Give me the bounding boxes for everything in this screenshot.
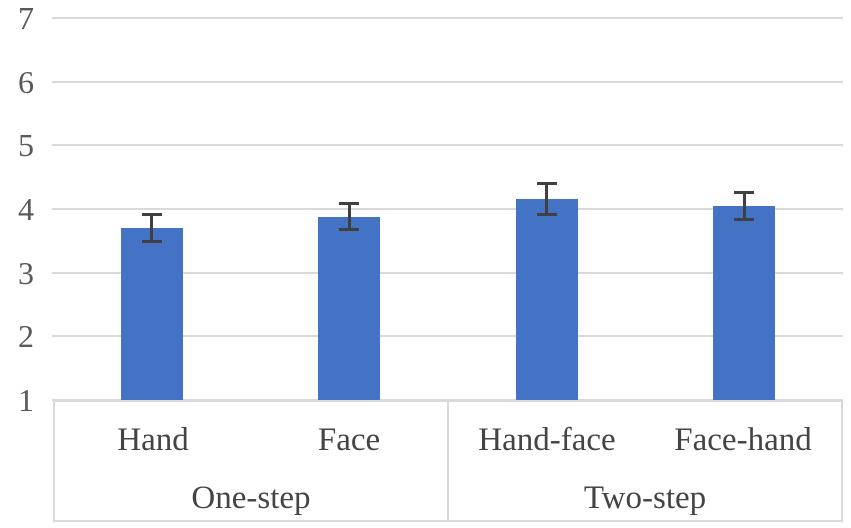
error-bar-cap: [734, 190, 755, 194]
y-axis-tick-label: 2: [18, 318, 34, 355]
error-bar-cap: [734, 217, 755, 221]
category-label: Hand-face: [478, 421, 616, 458]
gridline: [52, 17, 843, 19]
error-bar-cap: [339, 227, 360, 231]
category-label: Face: [317, 421, 381, 458]
y-axis-tick-label: 3: [18, 254, 34, 291]
group-label: One-step: [191, 479, 311, 516]
gridline: [52, 208, 843, 210]
bar-face: [318, 216, 381, 400]
bar-face-hand: [713, 205, 776, 400]
category-label-row: Hand-face Face-hand: [449, 402, 841, 468]
error-bar-cap: [536, 212, 557, 216]
error-bar-line: [545, 183, 549, 215]
y-axis-tick-label: 7: [18, 0, 34, 36]
error-bar-cap: [141, 239, 162, 243]
error-bar-line: [150, 214, 154, 242]
group-label: Two-step: [583, 479, 707, 516]
bar-hand: [120, 228, 183, 400]
category-axis-table: Hand Face One-step Hand-face Face-hand Two-st…: [53, 400, 843, 522]
y-axis-tick-label: 1: [18, 382, 34, 418]
gridline: [52, 80, 843, 83]
category-label: Face-hand: [674, 421, 812, 458]
y-axis-tick-label: 4: [18, 191, 34, 227]
error-bar-cap: [141, 213, 162, 217]
gridline: [52, 335, 843, 338]
error-bar-cap: [339, 202, 360, 206]
error-bar-cap: [536, 182, 557, 186]
axis-group-two-step: Hand-face Face-hand Two-step: [447, 402, 841, 520]
gridline: [52, 144, 843, 147]
y-axis-tick-label: 6: [18, 63, 34, 100]
y-axis-tick-label: 5: [18, 127, 34, 164]
error-bar-line: [742, 192, 746, 220]
category-label: Hand: [117, 421, 189, 458]
axis-group-one-step: Hand Face One-step: [55, 402, 447, 520]
gridline: [52, 271, 843, 274]
error-bar-line: [347, 203, 351, 230]
bar-hand-face: [515, 198, 578, 400]
category-label-row: Hand Face: [55, 402, 447, 468]
